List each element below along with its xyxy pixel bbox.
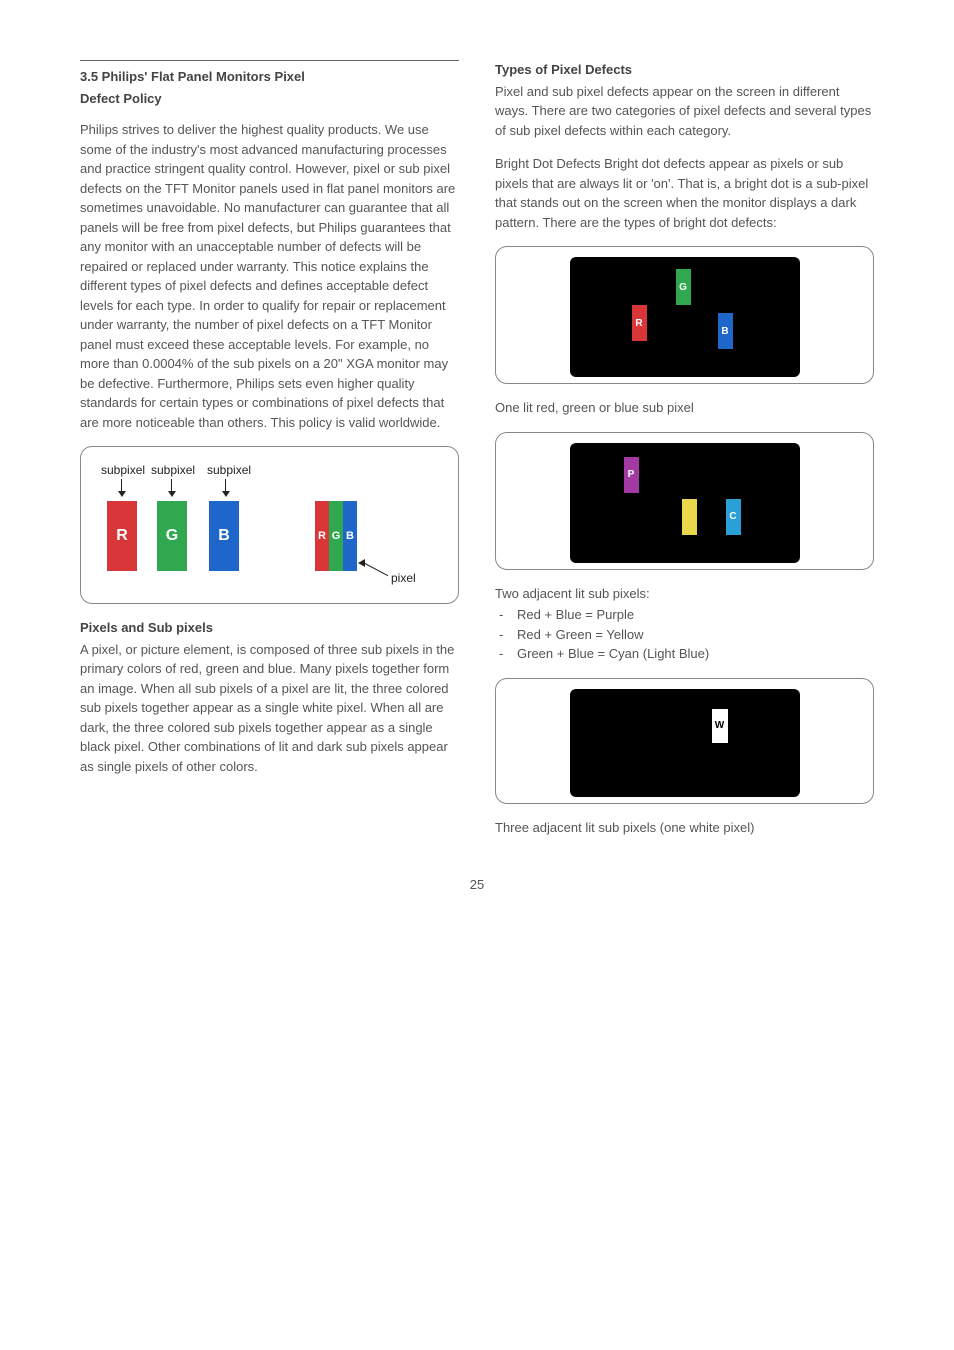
arrow-down-1 bbox=[121, 479, 122, 493]
red-bar: R bbox=[107, 501, 137, 571]
combo-purple: Red + Blue = Purple bbox=[499, 605, 874, 625]
subpixel-label-3: subpixel bbox=[207, 461, 251, 479]
combo-yellow: Red + Green = Yellow bbox=[499, 625, 874, 645]
bright-dot-paragraph: Bright Dot Defects Bright dot defects ap… bbox=[495, 154, 874, 232]
arrow-down-3 bbox=[225, 479, 226, 493]
green-dot: G bbox=[676, 269, 691, 305]
yellow-dot: Y bbox=[682, 499, 697, 535]
arrow-down-2 bbox=[171, 479, 172, 493]
single-lit-diagram: G R B bbox=[495, 246, 874, 384]
subpixel-label-1: subpixel bbox=[101, 461, 145, 479]
types-defects-heading: Types of Pixel Defects bbox=[495, 60, 874, 80]
blue-bar: B bbox=[209, 501, 239, 571]
two-adjacent-title: Two adjacent lit sub pixels: bbox=[495, 584, 874, 604]
pixels-subpixels-paragraph: A pixel, or picture element, is composed… bbox=[80, 640, 459, 777]
pixels-subpixels-heading: Pixels and Sub pixels bbox=[80, 618, 459, 638]
purple-dot: P bbox=[624, 457, 639, 493]
color-combo-list: Red + Blue = Purple Red + Green = Yellow… bbox=[495, 605, 874, 664]
green-bar: G bbox=[157, 501, 187, 571]
pixel-pointer-line bbox=[365, 563, 388, 576]
pixel-group: R G B bbox=[315, 501, 357, 571]
pixel-b-bar: B bbox=[343, 501, 357, 571]
section-rule bbox=[80, 60, 459, 61]
white-dot: W bbox=[712, 709, 728, 743]
pixel-r-bar: R bbox=[315, 501, 329, 571]
section-heading-line1: 3.5 Philips' Flat Panel Monitors Pixel bbox=[80, 67, 459, 87]
combo-cyan: Green + Blue = Cyan (Light Blue) bbox=[499, 644, 874, 664]
types-defects-paragraph: Pixel and sub pixel defects appear on th… bbox=[495, 82, 874, 141]
pixel-g-bar: G bbox=[329, 501, 343, 571]
single-lit-caption: One lit red, green or blue sub pixel bbox=[495, 398, 874, 418]
intro-paragraph: Philips strives to deliver the highest q… bbox=[80, 120, 459, 432]
subpixel-label-2: subpixel bbox=[151, 461, 195, 479]
white-pixel-diagram: W bbox=[495, 678, 874, 804]
page-number: 25 bbox=[80, 875, 874, 895]
subpixel-diagram-box: subpixel subpixel subpixel R G B R G B bbox=[80, 446, 459, 604]
white-pixel-caption: Three adjacent lit sub pixels (one white… bbox=[495, 818, 874, 838]
section-heading-line2: Defect Policy bbox=[80, 89, 459, 109]
two-adjacent-diagram: P Y C bbox=[495, 432, 874, 570]
blue-dot: B bbox=[718, 313, 733, 349]
red-dot: R bbox=[632, 305, 647, 341]
cyan-dot: C bbox=[726, 499, 741, 535]
pixel-label: pixel bbox=[391, 569, 416, 587]
